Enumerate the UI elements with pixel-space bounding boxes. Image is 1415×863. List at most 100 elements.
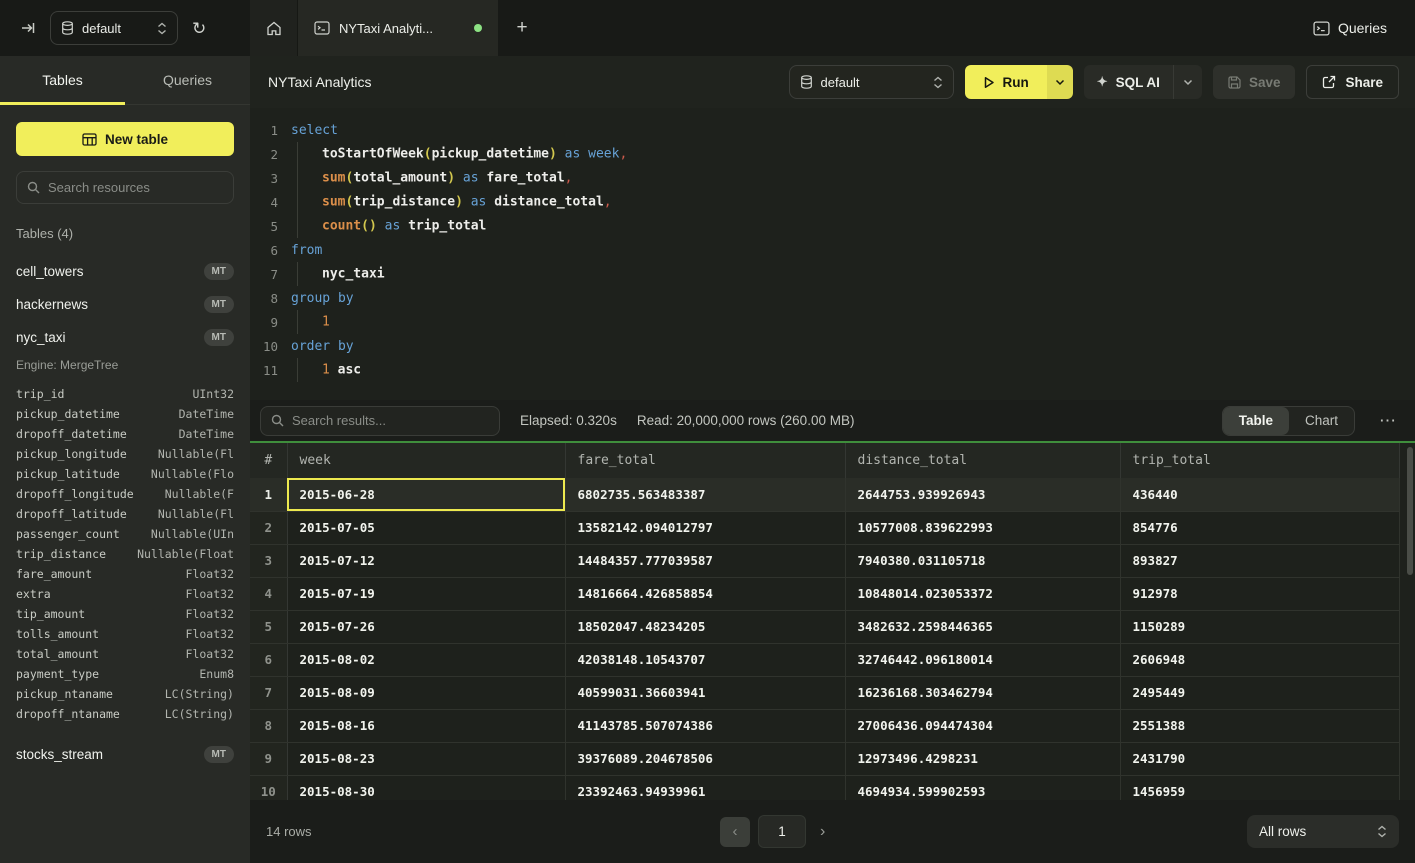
sql-ai-button[interactable]: ✦ SQL AI [1084,65,1173,99]
table-cell[interactable]: 436440 [1120,478,1400,512]
table-cell[interactable]: 39376089.204678506 [565,742,846,776]
table-cell[interactable]: 40599031.36603941 [565,676,846,710]
table-cell[interactable]: 2015-07-26 [287,610,566,644]
save-button[interactable]: Save [1212,65,1296,99]
results-search-input[interactable] [292,413,489,428]
table-cell[interactable]: 2015-07-19 [287,577,566,611]
queries-link[interactable]: Queries [1313,20,1387,36]
table-cell[interactable]: 912978 [1120,577,1400,611]
share-button[interactable]: Share [1306,65,1399,99]
table-cell[interactable]: 1150289 [1120,610,1400,644]
code-line: 10 order by [250,334,1415,358]
table-cell[interactable]: 12973496.4298231 [845,742,1121,776]
sidebar-search-input[interactable] [48,180,223,195]
sidebar-table-cell-towers[interactable]: cell_towers MT [16,255,234,288]
refresh-icon[interactable]: ↻ [192,18,207,38]
code-line: 8 group by [250,286,1415,310]
run-options-button[interactable] [1046,65,1073,99]
sql-ai-options-button[interactable] [1172,65,1202,99]
main-panel: NYTaxi Analytics default [250,56,1415,863]
row-number[interactable]: 9 [250,742,288,776]
query-database-selector[interactable]: default [788,65,954,99]
table-cell[interactable]: 3482632.2598446365 [845,610,1121,644]
table-cell[interactable]: 10848014.023053372 [845,577,1121,611]
query-header: NYTaxi Analytics default [250,56,1415,108]
vertical-scrollbar[interactable] [1407,447,1413,575]
table-cell[interactable]: 2015-08-02 [287,643,566,677]
row-number[interactable]: 7 [250,676,288,710]
table-cell[interactable]: 2606948 [1120,643,1400,677]
table-cell[interactable]: 2015-08-23 [287,742,566,776]
row-number[interactable]: 6 [250,643,288,677]
table-cell[interactable]: 2431790 [1120,742,1400,776]
next-page-button[interactable]: › [814,823,831,841]
column-header[interactable]: # [250,443,288,478]
row-number[interactable]: 3 [250,544,288,578]
column-header[interactable]: fare_total [565,443,846,478]
current-page[interactable]: 1 [758,815,806,848]
row-number[interactable]: 8 [250,709,288,743]
table-cell[interactable]: 23392463.94939961 [565,775,846,800]
table-cell[interactable]: 2495449 [1120,676,1400,710]
collapse-sidebar-icon[interactable] [20,20,36,36]
new-table-button[interactable]: New table [16,122,234,156]
updown-chevron-icon [933,76,943,89]
read-stat: Read: 20,000,000 rows (260.00 MB) [636,413,855,428]
table-cell[interactable]: 18502047.48234205 [565,610,846,644]
view-tab-chart[interactable]: Chart [1304,413,1338,428]
topbar-database-selector[interactable]: default [50,11,178,45]
table-cell[interactable]: 2015-07-12 [287,544,566,578]
table-cell[interactable]: 10577008.839622993 [845,511,1121,545]
home-tab[interactable] [250,0,298,56]
row-number[interactable]: 4 [250,577,288,611]
run-button[interactable]: Run [964,65,1047,99]
code-line: 2 toStartOfWeek(pickup_datetime) as week, [250,142,1415,166]
page-size-selector[interactable]: All rows [1247,815,1399,848]
tab-nytaxi-analytics[interactable]: NYTaxi Analyti... [298,0,498,56]
table-cell[interactable]: 42038148.10543707 [565,643,846,677]
row-number[interactable]: 1 [250,478,288,512]
table-cell[interactable]: 27006436.094474304 [845,709,1121,743]
row-number[interactable]: 2 [250,511,288,545]
table-cell[interactable]: 2551388 [1120,709,1400,743]
table-cell[interactable]: 1456959 [1120,775,1400,800]
table-cell[interactable]: 2015-08-30 [287,775,566,800]
table-cell[interactable]: 2015-06-28 [287,478,566,512]
sidebar-tab-tables[interactable]: Tables [0,56,125,105]
table-cell[interactable]: 2015-07-05 [287,511,566,545]
new-tab-button[interactable]: + [516,17,528,38]
view-tab-table[interactable]: Table [1222,406,1289,435]
sidebar-table-hackernews[interactable]: hackernews MT [16,288,234,321]
table-cell[interactable]: 6802735.563483387 [565,478,846,512]
line-number: 2 [270,146,278,162]
row-number[interactable]: 5 [250,610,288,644]
table-cell[interactable]: 16236168.303462794 [845,676,1121,710]
table-cell[interactable]: 854776 [1120,511,1400,545]
table-cell[interactable]: 14816664.426858854 [565,577,846,611]
table-cell[interactable]: 41143785.507074386 [565,709,846,743]
table-cell[interactable]: 32746442.096180014 [845,643,1121,677]
sidebar-tab-queries[interactable]: Queries [162,72,213,88]
row-number[interactable]: 10 [250,775,288,800]
top-bar: default ↻ NYTaxi Analyti... + [0,0,1415,56]
table-cell[interactable]: 2644753.939926943 [845,478,1121,512]
table-cell[interactable]: 2015-08-09 [287,676,566,710]
sidebar-table-stocks-stream[interactable]: stocks_stream MT [16,738,234,771]
table-cell[interactable]: 13582142.094012797 [565,511,846,545]
sidebar-table-nyc-taxi[interactable]: nyc_taxi MT [16,321,234,354]
sql-editor[interactable]: 1 select 2 toStartOfWeek(pickup_datetime) a… [250,108,1415,400]
table-cell[interactable]: 7940380.031105718 [845,544,1121,578]
more-options-button[interactable]: ⋯ [1379,410,1397,430]
code-line: 7 nyc_taxi [250,262,1415,286]
line-number: 7 [270,266,278,282]
table-cell[interactable]: 893827 [1120,544,1400,578]
column-header[interactable]: trip_total [1120,443,1400,478]
table-cell[interactable]: 2015-08-16 [287,709,566,743]
prev-page-button[interactable]: ‹ [720,816,750,847]
column-header[interactable]: distance_total [845,443,1121,478]
table-cell[interactable]: 14484357.777039587 [565,544,846,578]
column-header[interactable]: week [287,443,566,478]
table-cell[interactable]: 4694934.599902593 [845,775,1121,800]
sidebar-scroll-area[interactable]: Tables (4) cell_towers MT hackernews MT … [0,204,250,863]
